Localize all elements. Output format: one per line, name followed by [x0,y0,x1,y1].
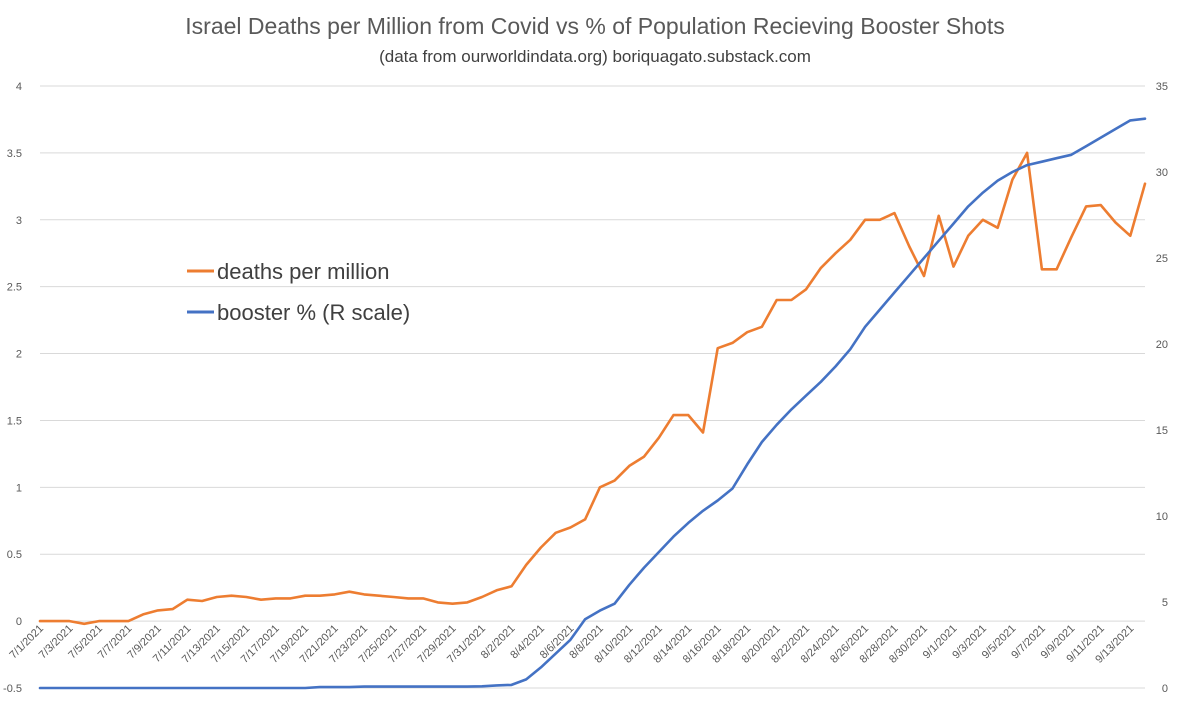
y-left-tick-label: 1.5 [7,415,22,427]
y-left-tick-label: 2.5 [7,282,22,294]
right-axis: 0 5 10 15 20 25 30 35 [1156,81,1168,695]
y-left-tick-label: 3.5 [7,148,22,160]
y-right-tick-label: 15 [1156,425,1168,437]
y-left-tick-label: 1 [16,482,22,494]
y-left-tick-label: 4 [16,81,22,93]
chart-subtitle: (data from ourworldindata.org) boriquaga… [379,47,811,66]
y-left-tick-label: 2 [16,349,22,361]
series-line-deaths [38,151,1147,626]
y-right-tick-label: 5 [1162,597,1168,609]
y-right-tick-label: 10 [1156,511,1168,523]
y-right-tick-label: 25 [1156,253,1168,265]
legend-label: booster % (R scale) [217,300,410,325]
y-left-tick-label: 0.5 [7,549,22,561]
legend-label: deaths per million [217,259,389,284]
y-left-tick-label: 0 [16,616,22,628]
y-right-tick-label: 20 [1156,339,1168,351]
series-lines [38,117,1147,690]
y-right-tick-label: 30 [1156,167,1168,179]
series-line-booster [38,117,1147,690]
left-axis: -0.5 0 0.5 1 1.5 2 2.5 3 3.5 4 [3,81,22,695]
chart-title: Israel Deaths per Million from Covid vs … [185,13,1004,39]
y-right-tick-label: 0 [1162,683,1168,695]
y-right-tick-label: 35 [1156,81,1168,93]
y-left-tick-label: 3 [16,215,22,227]
legend: deaths per million booster % (R scale) [187,259,410,325]
y-left-tick-label: -0.5 [3,683,22,695]
x-axis: 7/1/20217/3/20217/5/20217/7/20217/9/2021… [7,623,1136,666]
gridlines [40,85,1145,689]
